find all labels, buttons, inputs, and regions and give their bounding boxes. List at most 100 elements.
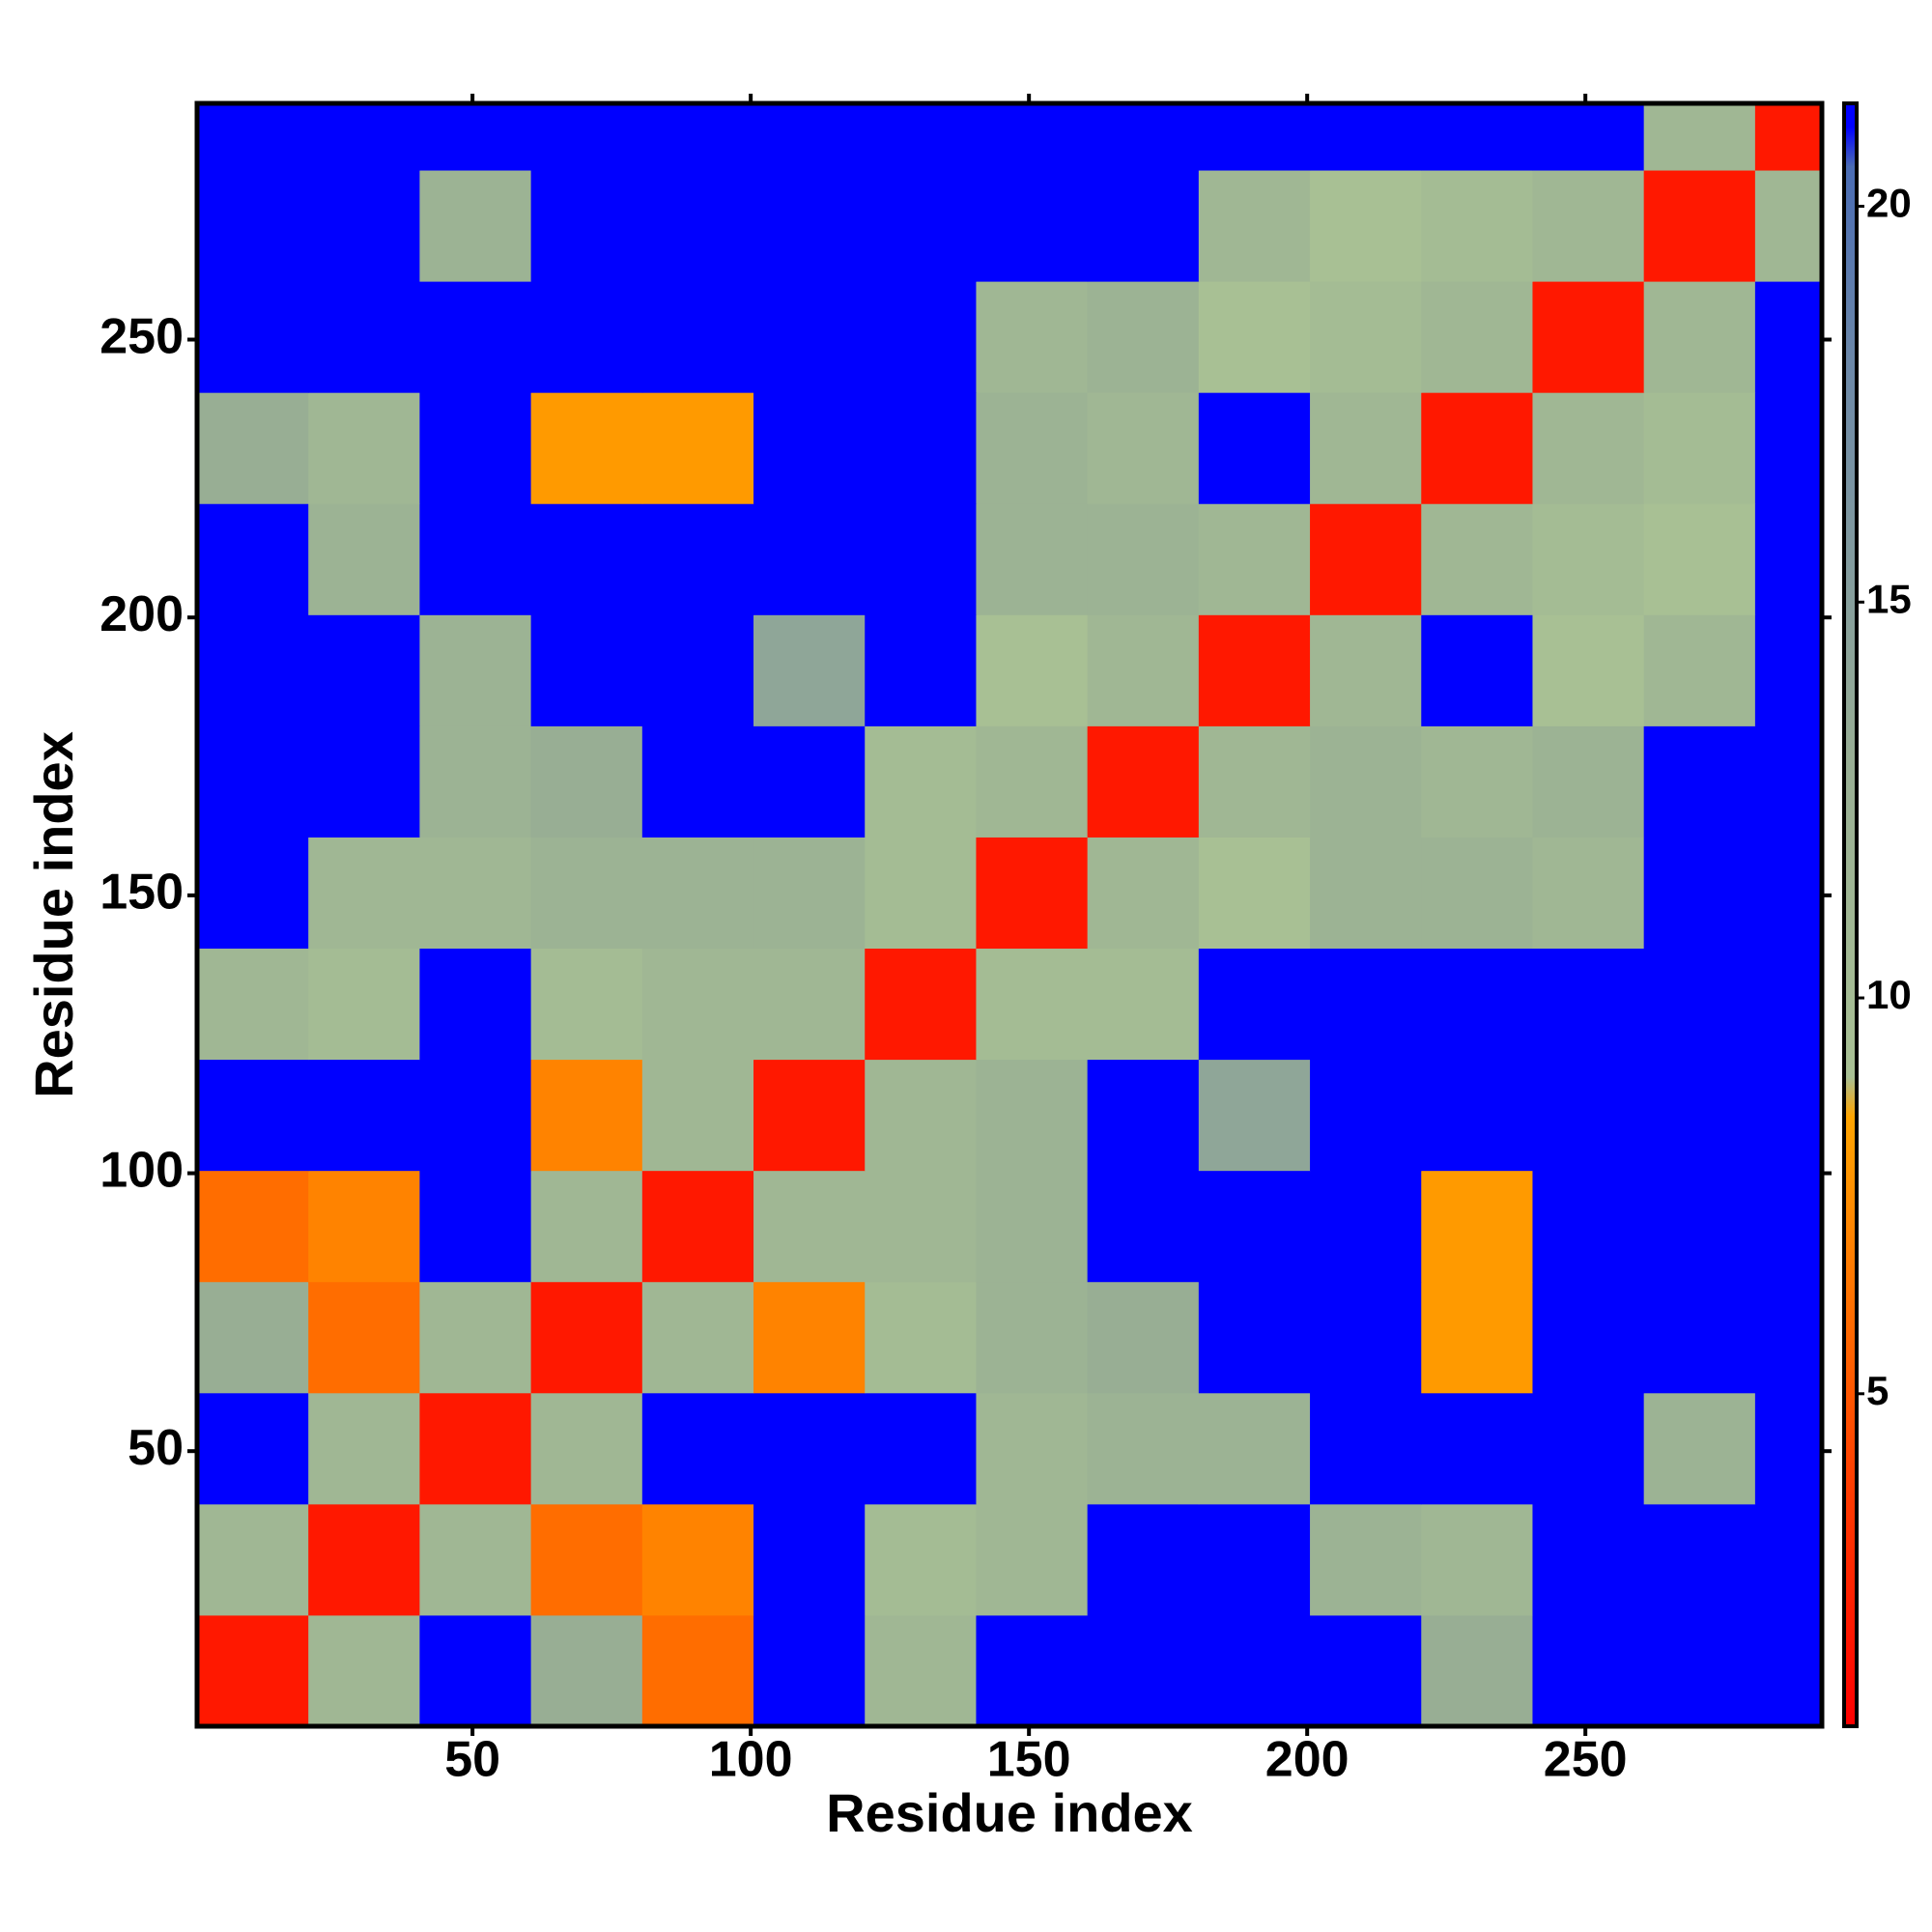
heatmap-cell [1087, 1614, 1200, 1727]
heatmap-cell [1643, 1281, 1756, 1394]
heatmap-cell [1643, 725, 1756, 838]
heatmap-cell [308, 170, 420, 282]
heatmap-cell [419, 1170, 532, 1283]
heatmap-cell [753, 1614, 866, 1727]
heatmap-cell [1643, 170, 1756, 282]
heatmap-cell [197, 614, 309, 726]
heatmap-cell [641, 1392, 754, 1505]
heatmap-cell [865, 503, 977, 615]
heatmap-cell [308, 614, 420, 726]
heatmap-cell [1310, 503, 1422, 615]
heatmap-cell [530, 170, 643, 282]
heatmap-cell [1087, 281, 1200, 393]
heatmap-cell [308, 103, 420, 171]
heatmap-cell [1421, 503, 1533, 615]
heatmap-cell [1754, 1170, 1823, 1283]
heatmap-cell [308, 1503, 420, 1616]
heatmap-cell [1421, 948, 1533, 1061]
heatmap-cell [1421, 1503, 1533, 1616]
heatmap-cell [197, 281, 309, 393]
heatmap-cell [1643, 614, 1756, 726]
heatmap-cell [1421, 1281, 1533, 1394]
heatmap-cell [976, 1170, 1089, 1283]
heatmap-cell [753, 1503, 866, 1616]
heatmap-cell [865, 1392, 977, 1505]
heatmap-cell [1310, 1392, 1422, 1505]
heatmap-cell [308, 1392, 420, 1505]
heatmap-cell [1087, 392, 1200, 504]
heatmap-cell [1087, 1170, 1200, 1283]
heatmap-cell [530, 1614, 643, 1727]
heatmap-cell [976, 1614, 1089, 1727]
heatmap-cell [1310, 1614, 1422, 1727]
heatmap-cell [1754, 837, 1823, 950]
heatmap-cell [1198, 1614, 1311, 1727]
heatmap-cell [1310, 725, 1422, 838]
heatmap-cell [308, 1059, 420, 1172]
heatmap-cell [1421, 281, 1533, 393]
heatmap-cell [753, 281, 866, 393]
y-tick-label: 150 [99, 865, 184, 921]
heatmap-cell [1310, 103, 1422, 171]
heatmap-cell [1310, 1503, 1422, 1616]
heatmap-cell [753, 103, 866, 171]
heatmap-cell [865, 1059, 977, 1172]
heatmap-cell [1421, 725, 1533, 838]
heatmap-cell [1532, 1170, 1645, 1283]
heatmap-cell [1087, 614, 1200, 726]
colorbar-tick-label: 20 [1866, 181, 1912, 226]
heatmap-cell [530, 1170, 643, 1283]
heatmap-cell [753, 1170, 866, 1283]
heatmap-cell [1421, 170, 1533, 282]
heatmap-cell [1087, 1503, 1200, 1616]
heatmap-cell [197, 392, 309, 504]
heatmap-cell [530, 614, 643, 726]
heatmap-cell [1532, 281, 1645, 393]
heatmap-cell [1532, 1281, 1645, 1394]
heatmap-cell [1087, 948, 1200, 1061]
heatmap-cell [753, 1281, 866, 1394]
x-axis-label: Residue index [826, 1782, 1193, 1843]
heatmap-cell [1643, 1170, 1756, 1283]
heatmap-cell [308, 392, 420, 504]
heatmap-cell [753, 614, 866, 726]
heatmap-cell [530, 1392, 643, 1505]
heatmap-cell [976, 392, 1089, 504]
heatmap-cell [1532, 837, 1645, 950]
heatmap-cell [1087, 1059, 1200, 1172]
heatmap-cell [308, 837, 420, 950]
heatmap-cell [419, 392, 532, 504]
y-axis-label: Residue index [23, 731, 84, 1098]
heatmap-cell [1532, 503, 1645, 615]
heatmap-cell [1643, 1059, 1756, 1172]
heatmap-cell [753, 503, 866, 615]
x-tick-label: 50 [444, 1732, 500, 1788]
heatmap-cell [419, 103, 532, 171]
heatmap-cell [1754, 725, 1823, 838]
heatmap-cell [1310, 614, 1422, 726]
heatmap-cell [1754, 281, 1823, 393]
y-tick-label: 250 [99, 308, 184, 364]
heatmap-cell [197, 1170, 309, 1283]
heatmap-cell [1421, 1614, 1533, 1727]
heatmap-cell [865, 725, 977, 838]
heatmap-cell [1310, 170, 1422, 282]
heatmap-cell [976, 837, 1089, 950]
heatmap-cell [419, 1059, 532, 1172]
heatmap-cell [1198, 1392, 1311, 1505]
heatmap-cell [753, 1392, 866, 1505]
heatmap-cell [1754, 103, 1823, 171]
heatmap-cell [1643, 503, 1756, 615]
heatmap-cell [1643, 837, 1756, 950]
heatmap-cell [419, 1503, 532, 1616]
heatmap-cell [1198, 1059, 1311, 1172]
heatmap-cell [419, 837, 532, 950]
heatmap-cell [1198, 1503, 1311, 1616]
heatmap-cell [197, 948, 309, 1061]
plot-frame [194, 100, 1825, 1729]
heatmap-cell [1421, 1170, 1533, 1283]
x-tick-label: 100 [709, 1732, 793, 1788]
heatmap-cell [419, 281, 532, 393]
colorbar-tick-label: 10 [1866, 972, 1912, 1017]
